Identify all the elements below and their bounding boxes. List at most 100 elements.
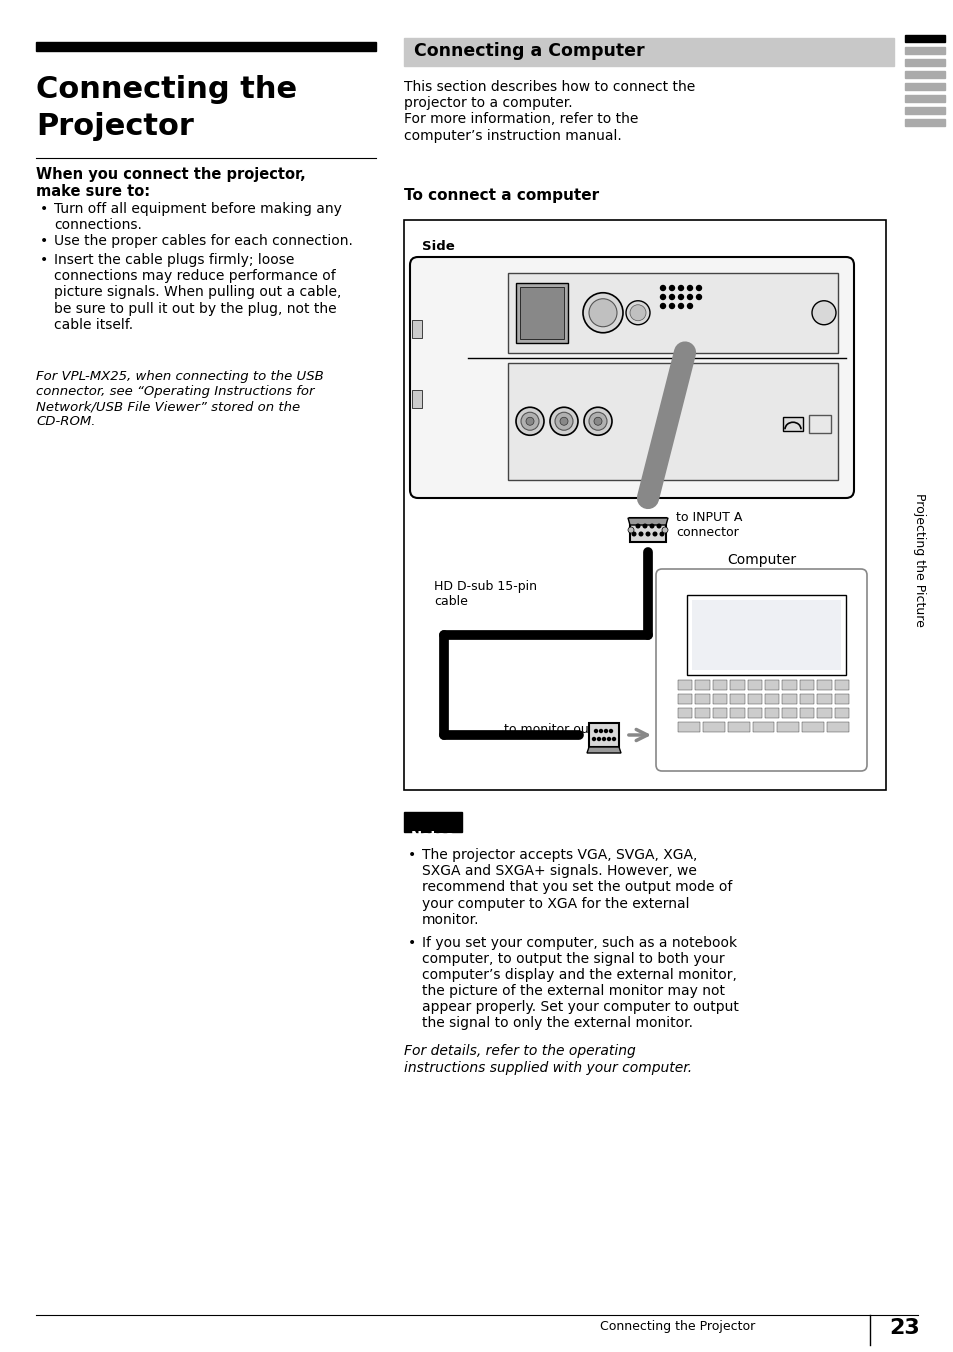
Bar (777, 722, 799, 731)
Text: •: • (40, 234, 49, 247)
Text: The projector accepts VGA, SVGA, XGA,
SXGA and SXGA+ signals. However, we
recomm: The projector accepts VGA, SVGA, XGA, SX… (421, 848, 732, 927)
Text: to monitor output: to monitor output (503, 723, 614, 735)
Text: 23: 23 (889, 1318, 920, 1338)
Circle shape (636, 525, 639, 527)
Bar (507, 273, 837, 353)
Bar (799, 680, 813, 690)
Text: To connect a computer: To connect a computer (403, 188, 598, 203)
Bar (747, 694, 761, 704)
Circle shape (650, 525, 653, 527)
Text: make sure to:: make sure to: (36, 184, 150, 199)
Circle shape (811, 300, 835, 324)
Bar (904, 59, 944, 66)
Circle shape (696, 285, 700, 291)
Circle shape (525, 418, 534, 426)
Bar (702, 722, 724, 731)
Circle shape (607, 737, 610, 741)
Circle shape (687, 295, 692, 300)
Bar (588, 723, 618, 748)
Circle shape (583, 407, 612, 435)
Text: Notes: Notes (411, 830, 454, 844)
Bar (519, 287, 563, 338)
FancyBboxPatch shape (410, 257, 853, 498)
Circle shape (520, 412, 538, 430)
Text: For details, refer to the operating
instructions supplied with your computer.: For details, refer to the operating inst… (403, 1045, 691, 1075)
Bar (904, 72, 944, 78)
Bar (412, 320, 421, 338)
Text: HD D-sub 15-pin
cable: HD D-sub 15-pin cable (434, 580, 537, 608)
Bar (764, 680, 779, 690)
Circle shape (687, 285, 692, 291)
Bar (36, 42, 375, 51)
Bar (403, 813, 461, 831)
Bar (403, 220, 885, 790)
Circle shape (669, 285, 674, 291)
Text: •: • (40, 253, 49, 266)
Bar (904, 119, 944, 126)
Circle shape (653, 533, 656, 535)
Circle shape (627, 527, 634, 533)
Text: Turn off all equipment before making any
connections.: Turn off all equipment before making any… (54, 201, 341, 233)
Bar (695, 708, 709, 718)
Bar (691, 600, 841, 671)
Bar (782, 418, 802, 431)
Circle shape (604, 730, 607, 733)
Bar (764, 694, 779, 704)
Circle shape (678, 295, 682, 300)
Bar (747, 708, 761, 718)
Bar (817, 694, 831, 704)
Text: •: • (408, 936, 416, 949)
Circle shape (632, 533, 635, 535)
Bar (629, 518, 665, 542)
Bar (678, 680, 692, 690)
Circle shape (687, 303, 692, 308)
Polygon shape (627, 518, 667, 525)
Circle shape (678, 303, 682, 308)
Text: When you connect the projector,: When you connect the projector, (36, 168, 305, 183)
Bar (729, 680, 744, 690)
Bar (729, 708, 744, 718)
Circle shape (612, 737, 615, 741)
Text: •: • (408, 848, 416, 863)
Bar (834, 694, 848, 704)
Circle shape (659, 285, 665, 291)
Circle shape (550, 407, 578, 435)
Bar (799, 708, 813, 718)
Circle shape (669, 295, 674, 300)
Circle shape (594, 730, 597, 733)
Bar (412, 389, 421, 408)
Circle shape (659, 303, 665, 308)
Circle shape (602, 737, 605, 741)
Bar (826, 722, 848, 731)
Bar (764, 708, 779, 718)
Bar (712, 694, 726, 704)
Text: to INPUT A
connector: to INPUT A connector (676, 511, 741, 539)
Circle shape (609, 730, 612, 733)
Bar (904, 35, 944, 42)
Bar (808, 415, 830, 433)
FancyBboxPatch shape (656, 569, 866, 771)
Text: Projector: Projector (36, 112, 193, 141)
Circle shape (555, 412, 573, 430)
Circle shape (588, 299, 617, 327)
Bar (904, 107, 944, 114)
Text: Insert the cable plugs firmly; loose
connections may reduce performance of
pictu: Insert the cable plugs firmly; loose con… (54, 253, 341, 331)
Bar (516, 283, 567, 342)
Text: Computer: Computer (726, 553, 795, 566)
Bar (678, 708, 692, 718)
Bar (801, 722, 823, 731)
Bar (695, 680, 709, 690)
Circle shape (696, 295, 700, 300)
Bar (678, 694, 692, 704)
Bar (904, 95, 944, 101)
Text: Connecting a Computer: Connecting a Computer (414, 42, 644, 59)
Circle shape (597, 737, 599, 741)
Bar (817, 708, 831, 718)
Bar (781, 680, 796, 690)
Bar (904, 47, 944, 54)
Circle shape (669, 303, 674, 308)
Circle shape (657, 525, 660, 527)
Bar (781, 708, 796, 718)
Text: Connecting the: Connecting the (36, 74, 296, 104)
Polygon shape (586, 748, 620, 753)
